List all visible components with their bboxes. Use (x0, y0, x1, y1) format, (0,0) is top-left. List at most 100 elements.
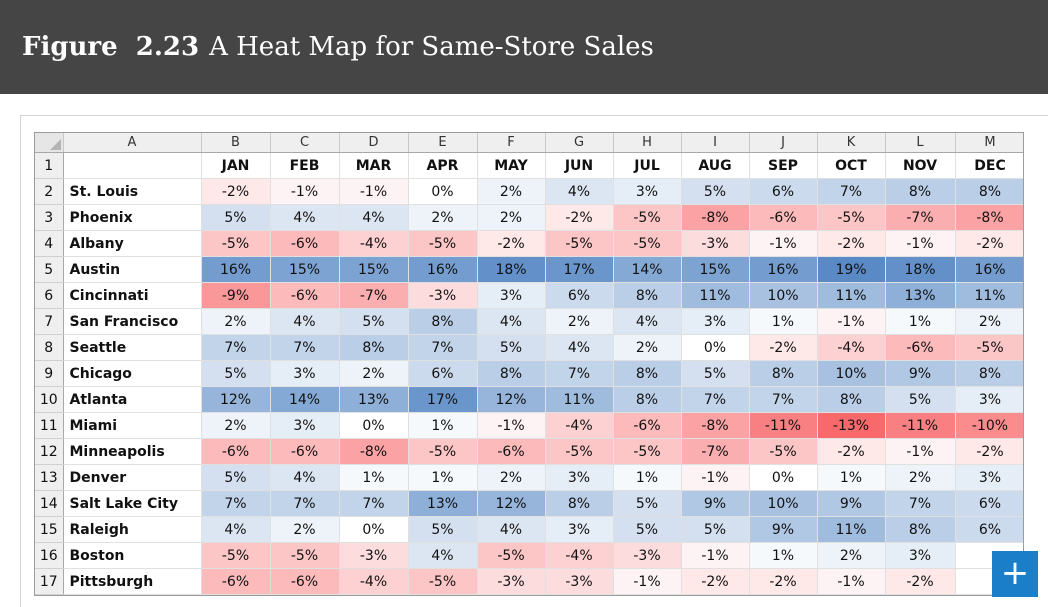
column-header[interactable]: A (63, 133, 202, 153)
heatmap-cell[interactable]: 1% (749, 542, 818, 569)
city-label[interactable]: Albany (63, 230, 202, 257)
heatmap-cell[interactable]: 12% (201, 386, 271, 413)
heatmap-cell[interactable]: -4% (339, 230, 409, 257)
heatmap-cell[interactable]: 3% (955, 386, 1023, 413)
heatmap-cell[interactable]: 0% (681, 334, 750, 361)
column-header[interactable]: C (270, 133, 340, 153)
heatmap-cell[interactable]: -7% (681, 438, 750, 465)
heatmap-cell[interactable]: 6% (955, 516, 1023, 543)
heatmap-cell[interactable]: 2% (477, 178, 546, 205)
heatmap-cell[interactable]: 4% (270, 204, 340, 231)
row-number[interactable]: 7 (35, 308, 64, 335)
heatmap-cell[interactable]: 9% (681, 490, 750, 517)
heatmap-cell[interactable]: 2% (613, 334, 682, 361)
heatmap-cell[interactable]: -6% (270, 282, 340, 309)
heatmap-cell[interactable]: 14% (613, 256, 682, 283)
heatmap-cell[interactable]: -10% (955, 412, 1023, 439)
heatmap-cell[interactable]: -2% (817, 230, 886, 257)
heatmap-cell[interactable]: 1% (408, 412, 478, 439)
heatmap-cell[interactable]: -6% (270, 438, 340, 465)
heatmap-cell[interactable]: -8% (339, 438, 409, 465)
heatmap-cell[interactable]: 11% (955, 282, 1023, 309)
month-label[interactable]: MAR (339, 152, 409, 179)
heatmap-cell[interactable]: 8% (545, 490, 614, 517)
month-label[interactable]: JAN (201, 152, 271, 179)
heatmap-cell[interactable]: -5% (270, 542, 340, 569)
heatmap-cell[interactable]: -1% (339, 178, 409, 205)
heatmap-cell[interactable]: -2% (477, 230, 546, 257)
row-number[interactable]: 10 (35, 386, 64, 413)
heatmap-cell[interactable]: -5% (545, 438, 614, 465)
heatmap-cell[interactable]: -5% (545, 230, 614, 257)
heatmap-cell[interactable]: 2% (270, 516, 340, 543)
month-label[interactable]: SEP (749, 152, 818, 179)
heatmap-cell[interactable]: -11% (885, 412, 956, 439)
heatmap-cell[interactable]: 7% (749, 386, 818, 413)
heatmap-cell[interactable]: 3% (613, 178, 682, 205)
heatmap-cell[interactable]: -5% (817, 204, 886, 231)
heatmap-cell[interactable]: 4% (270, 308, 340, 335)
heatmap-cell[interactable]: -5% (408, 230, 478, 257)
heatmap-cell[interactable]: 5% (681, 178, 750, 205)
column-header[interactable]: J (749, 133, 818, 153)
heatmap-cell[interactable]: -2% (749, 568, 818, 595)
heatmap-cell[interactable]: 18% (477, 256, 546, 283)
month-label[interactable]: AUG (681, 152, 750, 179)
city-label[interactable]: Salt Lake City (63, 490, 202, 517)
heatmap-cell[interactable]: -5% (613, 230, 682, 257)
heatmap-cell[interactable]: 8% (613, 282, 682, 309)
heatmap-cell[interactable]: 7% (270, 490, 340, 517)
city-label[interactable]: Raleigh (63, 516, 202, 543)
heatmap-cell[interactable]: 5% (885, 386, 956, 413)
column-header[interactable]: E (408, 133, 478, 153)
heatmap-cell[interactable]: -1% (613, 568, 682, 595)
row-number[interactable]: 1 (35, 152, 64, 179)
heatmap-cell[interactable]: -3% (613, 542, 682, 569)
heatmap-cell[interactable]: 4% (408, 542, 478, 569)
heatmap-cell[interactable]: 2% (408, 204, 478, 231)
heatmap-cell[interactable]: 7% (408, 334, 478, 361)
heatmap-cell[interactable]: -6% (270, 230, 340, 257)
month-label[interactable]: MAY (477, 152, 546, 179)
heatmap-cell[interactable]: 4% (201, 516, 271, 543)
heatmap-cell[interactable]: 3% (885, 542, 956, 569)
heatmap-cell[interactable]: 5% (681, 360, 750, 387)
heatmap-cell[interactable]: -4% (339, 568, 409, 595)
heatmap-cell[interactable]: 5% (681, 516, 750, 543)
heatmap-cell[interactable]: 3% (270, 412, 340, 439)
heatmap-cell[interactable]: 11% (681, 282, 750, 309)
heatmap-cell[interactable]: 7% (885, 490, 956, 517)
city-label[interactable]: Minneapolis (63, 438, 202, 465)
heatmap-cell[interactable]: 7% (817, 178, 886, 205)
row-number[interactable]: 3 (35, 204, 64, 231)
heatmap-cell[interactable]: -6% (749, 204, 818, 231)
heatmap-cell[interactable]: 4% (613, 308, 682, 335)
heatmap-cell[interactable]: 2% (201, 412, 271, 439)
heatmap-cell[interactable]: 8% (613, 360, 682, 387)
heatmap-cell[interactable]: -5% (477, 542, 546, 569)
heatmap-cell[interactable]: -6% (477, 438, 546, 465)
month-label[interactable]: APR (408, 152, 478, 179)
heatmap-cell[interactable]: -1% (817, 568, 886, 595)
row-number[interactable]: 15 (35, 516, 64, 543)
heatmap-cell[interactable]: 1% (613, 464, 682, 491)
heatmap-cell[interactable]: 17% (408, 386, 478, 413)
heatmap-cell[interactable]: 2% (201, 308, 271, 335)
column-header[interactable]: H (613, 133, 682, 153)
month-label[interactable]: JUL (613, 152, 682, 179)
heatmap-cell[interactable]: 8% (749, 360, 818, 387)
heatmap-cell[interactable]: 3% (955, 464, 1023, 491)
heatmap-cell[interactable]: -9% (201, 282, 271, 309)
heatmap-cell[interactable]: -3% (408, 282, 478, 309)
column-header[interactable]: L (885, 133, 956, 153)
city-label[interactable]: Atlanta (63, 386, 202, 413)
heatmap-cell[interactable]: -1% (681, 542, 750, 569)
heatmap-cell[interactable]: -1% (817, 308, 886, 335)
heatmap-cell[interactable]: 5% (477, 334, 546, 361)
month-label[interactable]: DEC (955, 152, 1023, 179)
heatmap-cell[interactable]: -5% (408, 438, 478, 465)
heatmap-cell[interactable]: -11% (749, 412, 818, 439)
heatmap-cell[interactable]: 15% (681, 256, 750, 283)
heatmap-cell[interactable]: 7% (201, 490, 271, 517)
heatmap-cell[interactable]: 8% (885, 516, 956, 543)
